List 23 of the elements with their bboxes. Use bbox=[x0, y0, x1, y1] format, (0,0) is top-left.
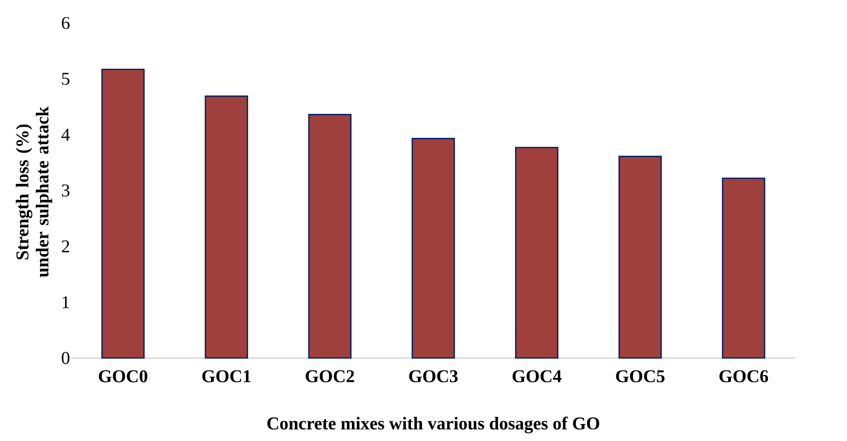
y-tick-label: 2 bbox=[62, 240, 70, 252]
y-tick-label: 5 bbox=[62, 72, 70, 85]
x-tick-label: GOC2 bbox=[306, 370, 354, 382]
y-tick-label: 4 bbox=[61, 128, 70, 141]
y-tick-label: 3 bbox=[62, 184, 70, 197]
x-axis-title: Concrete mixes with various dosages of GO bbox=[267, 416, 600, 434]
x-tick-label: GOC0 bbox=[98, 370, 148, 382]
y-axis-title: Strength loss (%) under sulphate attack bbox=[16, 106, 52, 278]
bar bbox=[101, 68, 145, 359]
bar bbox=[412, 138, 455, 359]
y-tick-label: 0 bbox=[62, 352, 70, 364]
x-tick-label: GOC4 bbox=[512, 370, 562, 382]
bar bbox=[515, 146, 558, 359]
y-tick-label: 1 bbox=[62, 296, 70, 308]
y-tick-label: 6 bbox=[62, 16, 70, 30]
x-tick-label: GOC6 bbox=[719, 370, 768, 382]
bar bbox=[722, 178, 766, 359]
x-tick-label: GOC5 bbox=[616, 370, 664, 382]
bar bbox=[618, 156, 662, 359]
bar bbox=[308, 114, 352, 359]
bar bbox=[204, 95, 248, 359]
x-tick-label: GOC1 bbox=[202, 370, 250, 382]
x-tick-label: GOC3 bbox=[409, 370, 458, 382]
